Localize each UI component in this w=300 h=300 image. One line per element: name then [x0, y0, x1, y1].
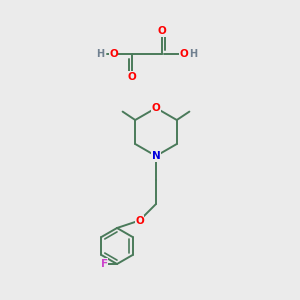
- Text: O: O: [135, 215, 144, 226]
- Text: O: O: [109, 49, 118, 59]
- Text: F: F: [101, 259, 108, 269]
- Text: O: O: [179, 49, 188, 59]
- Text: N: N: [152, 151, 160, 161]
- Text: H: H: [96, 49, 105, 59]
- Text: O: O: [152, 103, 160, 113]
- Text: O: O: [158, 26, 166, 37]
- Text: H: H: [189, 49, 198, 59]
- Text: O: O: [128, 71, 136, 82]
